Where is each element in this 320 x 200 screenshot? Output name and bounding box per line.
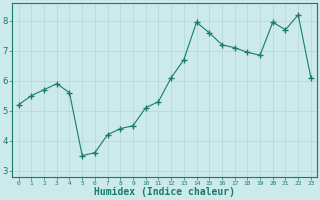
X-axis label: Humidex (Indice chaleur): Humidex (Indice chaleur) [94, 187, 235, 197]
